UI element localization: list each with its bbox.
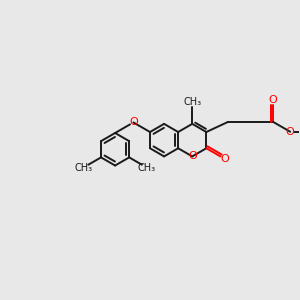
Text: O: O: [269, 95, 278, 105]
Text: O: O: [188, 152, 197, 161]
Text: CH₃: CH₃: [138, 163, 156, 172]
Text: O: O: [220, 154, 229, 164]
Text: CH₃: CH₃: [74, 163, 92, 172]
Text: O: O: [129, 117, 138, 128]
Text: O: O: [286, 127, 295, 137]
Text: CH₃: CH₃: [183, 97, 201, 107]
